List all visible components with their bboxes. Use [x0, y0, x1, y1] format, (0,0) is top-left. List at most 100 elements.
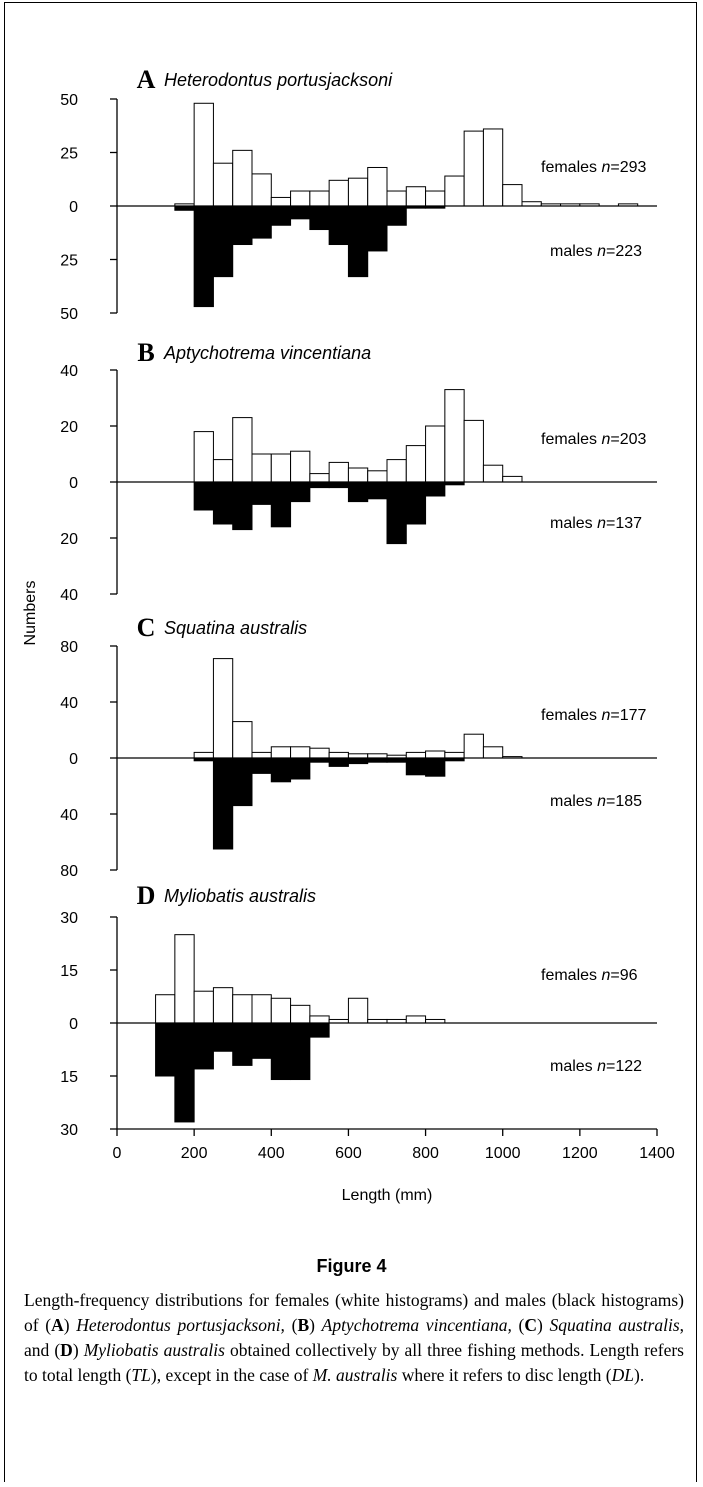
panel-c-female-bar	[482, 746, 504, 759]
panel-a-male-bar	[290, 205, 311, 220]
panel-c-female-bar	[251, 751, 272, 759]
panel-b-female-bar	[193, 431, 214, 483]
panel-c-y-tick-label: 40	[60, 695, 78, 712]
panel-c-male-bar	[347, 757, 369, 765]
panel-d-female-bar	[193, 990, 214, 1024]
panel-a-y-tick-label: 0	[69, 199, 78, 216]
panel-b-female-bar	[309, 473, 330, 483]
panel-b-male-bar	[251, 481, 272, 505]
panel-b-male-bar	[405, 481, 427, 525]
panel-a-female-bar	[232, 149, 253, 207]
panel-d-male-bar	[193, 1022, 214, 1070]
panel-d-y-tick-label: 15	[60, 1069, 78, 1086]
panel-b-female-bar	[290, 450, 311, 483]
panel-d-female-bar	[270, 997, 292, 1024]
panel-a-female-bar	[425, 190, 446, 207]
panel-d-males-label: males n=122	[550, 1058, 642, 1075]
panel-d-male-bar	[232, 1022, 253, 1066]
panel-b-female-bar	[212, 459, 234, 483]
panel-b-female-bar	[482, 464, 504, 483]
panel-b-female-bar	[444, 389, 465, 483]
panel-c-male-bar	[270, 757, 292, 783]
panel-c-female-bar	[425, 750, 446, 759]
panel-c-female-bar	[270, 746, 292, 759]
panel-b-males-label: males n=137	[550, 515, 642, 532]
panel-c-male-bar	[425, 757, 446, 777]
panel-a-female-bar	[251, 173, 272, 207]
panel-b-y-tick-label: 20	[60, 531, 78, 548]
panel-a-female-bar	[270, 196, 292, 207]
panel-b-male-bar	[328, 481, 349, 489]
caption-text: TL	[131, 1365, 151, 1385]
x-tick-label: 1000	[485, 1145, 521, 1162]
panel-b-female-bar	[251, 453, 272, 483]
panel-a-male-bar	[367, 205, 388, 252]
panel-d-male-bar	[155, 1022, 176, 1077]
y-axis-label: Numbers	[22, 581, 39, 646]
figure-frame	[4, 2, 697, 1482]
panel-a-y-tick-label: 50	[60, 306, 78, 323]
panel-c-female-bar	[463, 733, 484, 759]
panel-c-female-bar	[444, 751, 465, 759]
panel-a-male-bar	[212, 205, 234, 278]
panel-a-females-label: females n=293	[541, 159, 647, 176]
caption-text: obtained collectively by all three fishi…	[24, 1340, 684, 1385]
panel-b-male-bar	[386, 481, 407, 545]
panel-d-female-bar	[174, 934, 195, 1024]
panel-b-male-bar	[193, 481, 214, 511]
x-tick-label: 400	[258, 1145, 285, 1162]
panel-c-letter: C	[137, 613, 156, 642]
caption-text: Aptychotrema vincentiana,	[321, 1315, 512, 1335]
panel-d-male-bar	[174, 1022, 195, 1123]
panel-a-title: Heterodontus portusjacksoni	[164, 70, 393, 90]
panel-a-female-bar	[482, 128, 504, 207]
panel-b-y-tick-label: 20	[60, 419, 78, 436]
panel-b-letter: B	[137, 338, 154, 367]
panel-b-y-tick-label: 40	[60, 363, 78, 380]
panel-b-title: Aptychotrema vincentiana	[163, 343, 371, 363]
panel-c-male-bar	[290, 757, 311, 780]
panel-b-y-tick-label: 40	[60, 587, 78, 604]
panel-a-males-label: males n=223	[550, 243, 642, 260]
panel-d-female-bar	[309, 1015, 330, 1024]
panel-d-female-bar	[232, 994, 253, 1024]
panel-c-female-bar	[193, 751, 214, 759]
panel-a-male-bar	[386, 205, 407, 226]
panel-a-female-bar	[309, 190, 330, 207]
panel-b-female-bar	[328, 461, 349, 483]
panel-b-female-bar	[232, 417, 253, 483]
panel-d-females-label: females n=96	[541, 967, 638, 984]
panel-d-male-bar	[270, 1022, 292, 1081]
panel-a-female-bar	[502, 184, 523, 207]
panel-c-male-bar	[328, 757, 349, 767]
panel-c-males-label: males n=185	[550, 793, 642, 810]
panel-a-male-bar	[347, 205, 369, 278]
panel-b-female-bar	[386, 459, 407, 483]
caption-text: where it refers to disc length (	[397, 1365, 612, 1385]
panel-c-female-bar	[328, 751, 349, 759]
caption-text: B	[297, 1315, 310, 1335]
panel-d-male-bar	[251, 1022, 272, 1059]
x-tick-label: 800	[412, 1145, 439, 1162]
caption-text: Myliobatis australis	[83, 1340, 225, 1360]
caption-text: )	[536, 1315, 550, 1335]
panel-d-male-bar	[212, 1022, 234, 1052]
caption-text: D	[60, 1340, 73, 1360]
panel-c-female-bar	[309, 747, 330, 759]
x-tick-label: 200	[181, 1145, 208, 1162]
caption-body: Length-frequency distributions for femal…	[24, 1288, 684, 1388]
x-tick-label: 600	[335, 1145, 362, 1162]
panel-b-y-tick-label: 0	[69, 475, 78, 492]
panel-c-y-tick-label: 80	[60, 639, 78, 656]
panel-a-y-tick-label: 25	[60, 146, 78, 163]
caption-text: A	[51, 1315, 64, 1335]
panel-b-male-bar	[309, 481, 330, 489]
panel-b-male-bar	[290, 481, 311, 503]
panel-a-female-bar	[290, 190, 311, 207]
caption-text: M. australis	[312, 1365, 398, 1385]
panel-d-y-tick-label: 0	[69, 1016, 78, 1033]
caption-text: C	[524, 1315, 537, 1335]
panel-a-female-bar	[328, 179, 349, 207]
panel-c-male-bar	[232, 757, 253, 807]
panel-a-male-bar	[232, 205, 253, 246]
